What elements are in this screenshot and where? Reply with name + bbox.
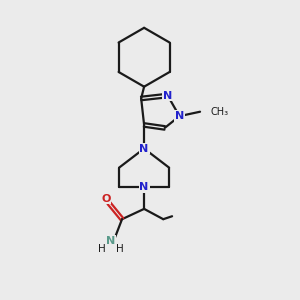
Text: N: N (163, 91, 172, 100)
Text: H: H (98, 244, 106, 254)
Text: N: N (106, 236, 115, 246)
Text: N: N (140, 182, 149, 192)
Text: O: O (101, 194, 110, 204)
Text: N: N (175, 111, 184, 121)
Text: H: H (116, 244, 124, 254)
Text: CH₃: CH₃ (210, 107, 229, 117)
Text: N: N (140, 143, 149, 154)
